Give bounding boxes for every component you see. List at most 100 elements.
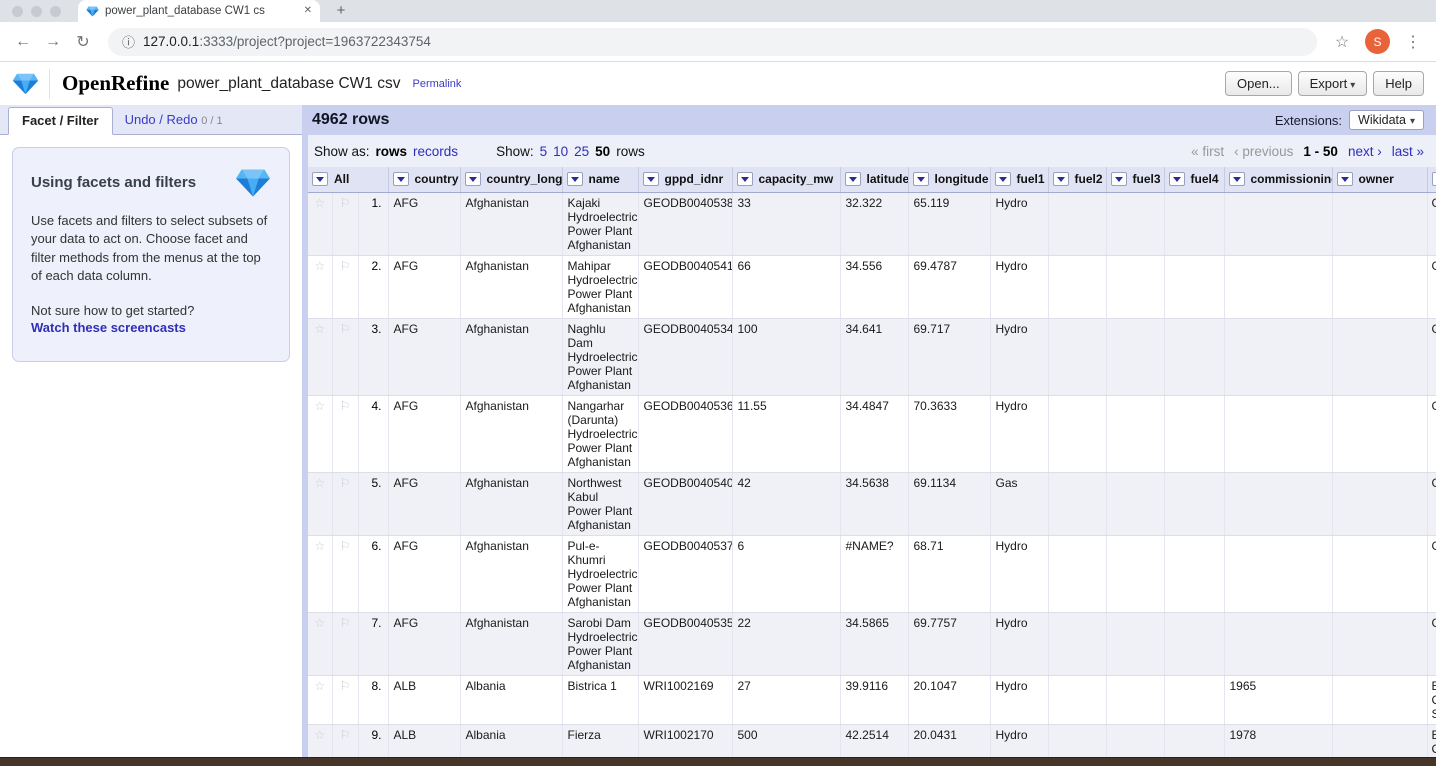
cell-gppd-idnr[interactable]: GEODB0040535	[638, 612, 732, 675]
cell-fuel1[interactable]: Hydro	[990, 192, 1048, 255]
column-menu-icon[interactable]	[567, 172, 583, 186]
flag-icon[interactable]: ⚐	[332, 612, 358, 675]
cell-country[interactable]: AFG	[388, 472, 460, 535]
cell-country-long[interactable]: Afghanistan	[460, 472, 562, 535]
cell-fuel1[interactable]: Hydro	[990, 395, 1048, 472]
column-menu-icon[interactable]	[1111, 172, 1127, 186]
flag-icon[interactable]: ⚐	[332, 395, 358, 472]
cell-latitude[interactable]: #NAME?	[840, 535, 908, 612]
star-icon[interactable]: ☆	[308, 535, 332, 612]
star-icon[interactable]: ☆	[308, 612, 332, 675]
cell-fuel3[interactable]	[1106, 612, 1164, 675]
cell-fuel1[interactable]: Hydro	[990, 612, 1048, 675]
cell-country[interactable]: AFG	[388, 192, 460, 255]
cell-fuel4[interactable]	[1164, 612, 1224, 675]
cell-latitude[interactable]: 32.322	[840, 192, 908, 255]
cell-name[interactable]: Bistrica 1	[562, 675, 638, 724]
column-menu-icon[interactable]	[465, 172, 481, 186]
column-menu-icon[interactable]	[312, 172, 328, 186]
cell-name[interactable]: Pul-e-Khumri Hydroelectric Power Plant A…	[562, 535, 638, 612]
column-menu-icon[interactable]	[1432, 172, 1436, 186]
export-button[interactable]: Export▾	[1298, 71, 1368, 96]
cell-fuel2[interactable]	[1048, 612, 1106, 675]
cell-commissioning[interactable]	[1224, 472, 1332, 535]
column-menu-icon[interactable]	[1169, 172, 1185, 186]
cell-source[interactable]: G	[1427, 535, 1436, 612]
column-menu-icon[interactable]	[1337, 172, 1353, 186]
cell-fuel3[interactable]	[1106, 192, 1164, 255]
back-icon[interactable]: ←	[10, 29, 36, 55]
reload-icon[interactable]: ↻	[70, 29, 96, 55]
cell-source[interactable]: G	[1427, 318, 1436, 395]
browser-tab[interactable]: power_plant_database CW1 cs ✕	[78, 0, 320, 22]
flag-icon[interactable]: ⚐	[332, 675, 358, 724]
flag-icon[interactable]: ⚐	[332, 535, 358, 612]
cell-longitude[interactable]: 68.71	[908, 535, 990, 612]
cell-fuel3[interactable]	[1106, 535, 1164, 612]
flag-icon[interactable]: ⚐	[332, 472, 358, 535]
cell-longitude[interactable]: 20.1047	[908, 675, 990, 724]
help-button[interactable]: Help	[1373, 71, 1424, 96]
cell-capacity-mw[interactable]: 66	[732, 255, 840, 318]
cell-latitude[interactable]: 34.5865	[840, 612, 908, 675]
site-info-icon[interactable]: ⓘ	[122, 32, 135, 51]
star-icon[interactable]: ☆	[308, 675, 332, 724]
cell-fuel2[interactable]	[1048, 192, 1106, 255]
cell-owner[interactable]	[1332, 535, 1427, 612]
cell-fuel1[interactable]: Hydro	[990, 675, 1048, 724]
window-controls[interactable]	[12, 6, 61, 17]
cell-country[interactable]: AFG	[388, 535, 460, 612]
cell-country[interactable]: AFG	[388, 612, 460, 675]
cell-commissioning[interactable]	[1224, 612, 1332, 675]
show-as-records[interactable]: records	[413, 144, 458, 159]
cell-source[interactable]: G	[1427, 255, 1436, 318]
cell-source[interactable]: G	[1427, 472, 1436, 535]
flag-icon[interactable]: ⚐	[332, 192, 358, 255]
show-as-rows[interactable]: rows	[376, 144, 408, 159]
cell-owner[interactable]	[1332, 675, 1427, 724]
page-size-50[interactable]: 50	[595, 144, 610, 159]
cell-fuel4[interactable]	[1164, 395, 1224, 472]
cell-gppd-idnr[interactable]: GEODB0040537	[638, 535, 732, 612]
cell-source[interactable]: G	[1427, 192, 1436, 255]
cell-commissioning[interactable]	[1224, 318, 1332, 395]
bookmark-icon[interactable]: ☆	[1329, 29, 1355, 55]
cell-capacity-mw[interactable]: 33	[732, 192, 840, 255]
cell-capacity-mw[interactable]: 22	[732, 612, 840, 675]
cell-latitude[interactable]: 34.4847	[840, 395, 908, 472]
cell-capacity-mw[interactable]: 100	[732, 318, 840, 395]
flag-icon[interactable]: ⚐	[332, 255, 358, 318]
cell-longitude[interactable]: 69.1134	[908, 472, 990, 535]
cell-country-long[interactable]: Afghanistan	[460, 192, 562, 255]
new-tab-button[interactable]: +	[332, 2, 350, 20]
cell-fuel1[interactable]: Gas	[990, 472, 1048, 535]
browser-menu-icon[interactable]: ⋮	[1400, 29, 1426, 55]
star-icon[interactable]: ☆	[308, 395, 332, 472]
cell-owner[interactable]	[1332, 612, 1427, 675]
cell-owner[interactable]	[1332, 318, 1427, 395]
cell-fuel4[interactable]	[1164, 192, 1224, 255]
column-menu-icon[interactable]	[1053, 172, 1069, 186]
column-menu-icon[interactable]	[643, 172, 659, 186]
next-page-link[interactable]: next ›	[1348, 144, 1382, 159]
column-menu-icon[interactable]	[1229, 172, 1245, 186]
cell-capacity-mw[interactable]: 11.55	[732, 395, 840, 472]
cell-gppd-idnr[interactable]: GEODB0040534	[638, 318, 732, 395]
cell-country-long[interactable]: Afghanistan	[460, 612, 562, 675]
cell-fuel2[interactable]	[1048, 395, 1106, 472]
column-menu-icon[interactable]	[913, 172, 929, 186]
cell-fuel2[interactable]	[1048, 535, 1106, 612]
cell-fuel3[interactable]	[1106, 255, 1164, 318]
cell-fuel2[interactable]	[1048, 255, 1106, 318]
first-page-link[interactable]: « first	[1191, 144, 1224, 159]
cell-fuel2[interactable]	[1048, 675, 1106, 724]
extensions-dropdown[interactable]: Wikidata▾	[1349, 110, 1424, 130]
tab-undo-redo[interactable]: Undo / Redo 0 / 1	[113, 107, 235, 134]
cell-country[interactable]: AFG	[388, 255, 460, 318]
cell-owner[interactable]	[1332, 472, 1427, 535]
cell-fuel1[interactable]: Hydro	[990, 255, 1048, 318]
cell-latitude[interactable]: 34.641	[840, 318, 908, 395]
cell-country-long[interactable]: Afghanistan	[460, 535, 562, 612]
cell-capacity-mw[interactable]: 27	[732, 675, 840, 724]
cell-source[interactable]: E C S	[1427, 675, 1436, 724]
